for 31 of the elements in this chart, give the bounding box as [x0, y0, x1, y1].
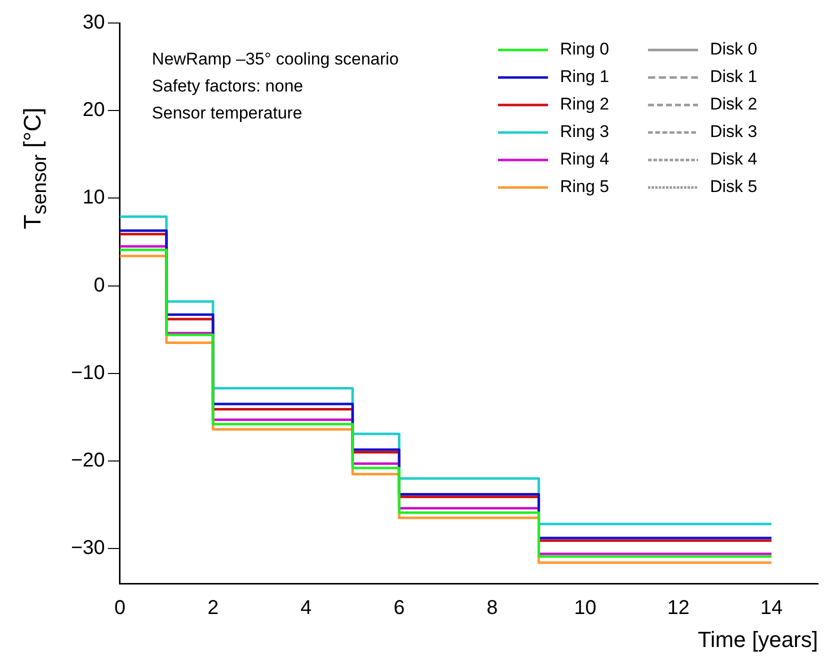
y-tick-label: 20 [82, 99, 105, 122]
annotation: Sensor temperature [152, 104, 302, 123]
x-tick-label: 6 [394, 597, 405, 620]
legend-label: Disk 4 [710, 150, 758, 169]
legend-label: Ring 3 [560, 122, 610, 142]
legend-label: Disk 5 [710, 177, 758, 196]
x-axis-title: Time [years] [698, 626, 818, 652]
y-tick-label: 0 [94, 274, 105, 296]
y-tick-label: −20 [70, 449, 105, 472]
x-tick-label: 0 [114, 597, 126, 620]
y-tick-label: 10 [82, 186, 105, 209]
y-tick-label: 30 [82, 12, 105, 34]
legend-label: Disk 1 [710, 67, 758, 86]
legend-label: Ring 5 [560, 177, 610, 196]
x-tick-label: 8 [486, 597, 498, 620]
legend-label: Ring 4 [560, 150, 610, 169]
annotation: Safety factors: none [152, 76, 304, 96]
legend-label: Ring 1 [560, 67, 610, 86]
x-tick-label: 2 [207, 597, 219, 620]
y-tick-label: −30 [70, 537, 105, 560]
legend-label: Disk 0 [710, 40, 758, 59]
y-tick-label: −10 [70, 362, 105, 384]
legend-label: Disk 2 [710, 94, 758, 114]
x-tick-label: 10 [574, 597, 596, 620]
legend-label: Ring 2 [560, 94, 610, 114]
x-tick-label: 4 [300, 597, 312, 620]
x-tick-label: 14 [760, 597, 783, 620]
legend-label: Disk 3 [710, 122, 758, 142]
x-tick-label: 12 [667, 597, 690, 620]
legend-label: Ring 0 [560, 40, 610, 59]
annotation: NewRamp –35° cooling scenario [152, 50, 399, 69]
